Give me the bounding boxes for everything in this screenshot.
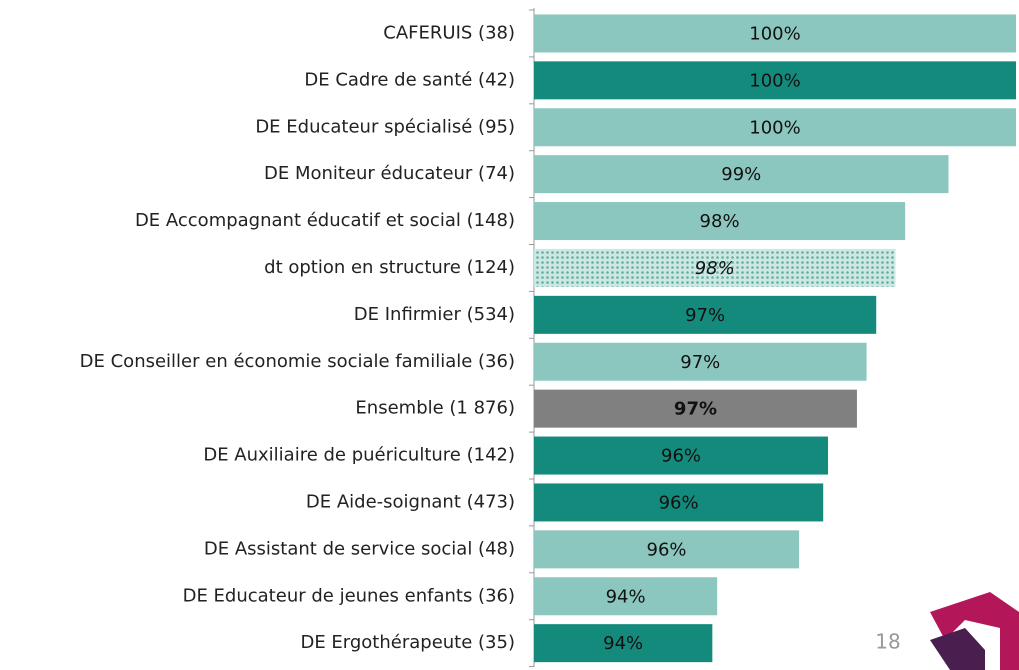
bar	[534, 155, 949, 194]
bar	[534, 342, 867, 381]
value-label: 96%	[659, 492, 699, 513]
category-label: DE Infirmier (534)	[354, 304, 515, 325]
category-label: DE Accompagnant éducatif et social (148)	[135, 210, 515, 231]
value-label: 97%	[680, 352, 720, 373]
bar	[534, 436, 829, 475]
category-label: CAFERUIS (38)	[383, 22, 515, 43]
value-label: 97%	[674, 399, 717, 420]
value-label: 100%	[749, 23, 800, 44]
logo	[930, 592, 1019, 670]
category-label: DE Conseiller en économie sociale famili…	[80, 351, 515, 372]
category-label: DE Cadre de santé (42)	[304, 69, 515, 90]
value-label: 94%	[606, 586, 646, 607]
bar	[534, 624, 713, 663]
bar	[534, 577, 718, 616]
bar	[534, 202, 906, 241]
value-label: 98%	[695, 258, 735, 279]
category-label: DE Educateur spécialisé (95)	[255, 116, 515, 137]
page-number: 18	[875, 630, 900, 654]
bar	[534, 483, 824, 522]
value-label: 99%	[721, 164, 761, 185]
category-label: DE Educateur de jeunes enfants (36)	[183, 585, 515, 606]
value-label: 100%	[749, 117, 800, 138]
category-label: DE Moniteur éducateur (74)	[264, 163, 515, 184]
value-label: 97%	[685, 305, 725, 326]
value-label: 94%	[603, 633, 643, 654]
bar	[534, 248, 896, 287]
bar	[534, 108, 1016, 147]
value-label: 98%	[700, 211, 740, 232]
category-label: DE Auxiliaire de puériculture (142)	[203, 445, 515, 466]
bar	[534, 14, 1016, 53]
bar	[534, 61, 1016, 100]
bar	[534, 389, 857, 428]
value-label: 96%	[647, 539, 687, 560]
value-label: 100%	[749, 70, 800, 91]
category-label: Ensemble (1 876)	[355, 398, 515, 419]
bar	[534, 530, 800, 569]
category-label: dt option en structure (124)	[264, 257, 515, 278]
value-label: 96%	[661, 446, 701, 467]
category-label: DE Assistant de service social (48)	[204, 538, 515, 559]
category-label: DE Aide-soignant (473)	[306, 491, 515, 512]
bar	[534, 295, 877, 334]
category-label: DE Ergothérapeute (35)	[300, 632, 515, 653]
